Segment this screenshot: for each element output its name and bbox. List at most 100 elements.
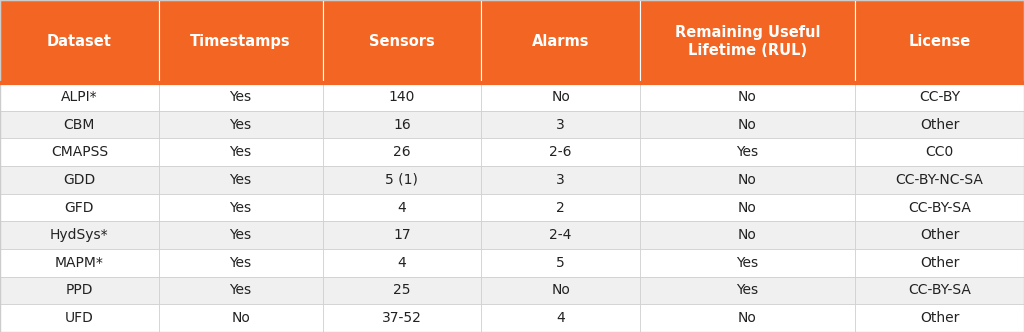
- Bar: [323, 221, 481, 249]
- Bar: [855, 221, 1024, 249]
- Text: GFD: GFD: [65, 201, 94, 214]
- Text: Yes: Yes: [229, 145, 252, 159]
- Bar: [481, 194, 640, 221]
- Bar: [481, 221, 640, 249]
- Bar: [855, 166, 1024, 194]
- Text: CC-BY-SA: CC-BY-SA: [908, 201, 971, 214]
- Text: CMAPSS: CMAPSS: [51, 145, 108, 159]
- Bar: [481, 249, 640, 277]
- Text: 4: 4: [556, 311, 565, 325]
- Text: 3: 3: [556, 173, 565, 187]
- Bar: [640, 111, 855, 138]
- Text: CBM: CBM: [63, 118, 95, 131]
- Bar: [855, 0, 1024, 83]
- Bar: [0, 83, 159, 111]
- Text: Yes: Yes: [229, 90, 252, 104]
- Text: 4: 4: [397, 201, 407, 214]
- Text: Yes: Yes: [229, 284, 252, 297]
- Text: ALPI*: ALPI*: [61, 90, 97, 104]
- Bar: [640, 0, 855, 83]
- Bar: [323, 194, 481, 221]
- Text: No: No: [738, 173, 757, 187]
- Bar: [481, 166, 640, 194]
- Bar: [159, 111, 323, 138]
- Bar: [0, 249, 159, 277]
- Text: Other: Other: [920, 311, 959, 325]
- Text: Yes: Yes: [736, 256, 759, 270]
- Text: Other: Other: [920, 118, 959, 131]
- Text: CC0: CC0: [926, 145, 953, 159]
- Text: CC-BY: CC-BY: [919, 90, 961, 104]
- Bar: [855, 304, 1024, 332]
- Text: 5: 5: [556, 256, 565, 270]
- Text: Yes: Yes: [229, 201, 252, 214]
- Bar: [0, 194, 159, 221]
- Bar: [855, 249, 1024, 277]
- Text: No: No: [738, 90, 757, 104]
- Bar: [159, 166, 323, 194]
- Text: 2-6: 2-6: [550, 145, 571, 159]
- Text: Yes: Yes: [229, 173, 252, 187]
- Text: HydSys*: HydSys*: [50, 228, 109, 242]
- Text: 17: 17: [393, 228, 411, 242]
- Bar: [481, 111, 640, 138]
- Bar: [159, 138, 323, 166]
- Bar: [481, 304, 640, 332]
- Text: Other: Other: [920, 228, 959, 242]
- Text: Other: Other: [920, 256, 959, 270]
- Text: No: No: [551, 90, 570, 104]
- Bar: [855, 138, 1024, 166]
- Bar: [640, 277, 855, 304]
- Bar: [0, 0, 159, 83]
- Bar: [481, 83, 640, 111]
- Text: Yes: Yes: [736, 284, 759, 297]
- Bar: [159, 194, 323, 221]
- Text: 5 (1): 5 (1): [385, 173, 419, 187]
- Text: Sensors: Sensors: [369, 34, 435, 49]
- Bar: [481, 0, 640, 83]
- Text: License: License: [908, 34, 971, 49]
- Bar: [323, 138, 481, 166]
- Bar: [0, 138, 159, 166]
- Bar: [640, 221, 855, 249]
- Bar: [323, 83, 481, 111]
- Bar: [640, 83, 855, 111]
- Text: Yes: Yes: [229, 228, 252, 242]
- Bar: [0, 304, 159, 332]
- Text: No: No: [738, 118, 757, 131]
- Bar: [159, 83, 323, 111]
- Text: UFD: UFD: [65, 311, 94, 325]
- Bar: [323, 249, 481, 277]
- Text: Yes: Yes: [736, 145, 759, 159]
- Bar: [855, 277, 1024, 304]
- Text: No: No: [231, 311, 250, 325]
- Bar: [640, 166, 855, 194]
- Text: No: No: [738, 201, 757, 214]
- Text: Yes: Yes: [229, 256, 252, 270]
- Text: No: No: [738, 311, 757, 325]
- Text: 3: 3: [556, 118, 565, 131]
- Bar: [323, 304, 481, 332]
- Text: 4: 4: [397, 256, 407, 270]
- Text: Timestamps: Timestamps: [190, 34, 291, 49]
- Text: 37-52: 37-52: [382, 311, 422, 325]
- Bar: [640, 304, 855, 332]
- Bar: [159, 221, 323, 249]
- Bar: [640, 194, 855, 221]
- Bar: [855, 83, 1024, 111]
- Bar: [159, 249, 323, 277]
- Text: Alarms: Alarms: [531, 34, 590, 49]
- Bar: [0, 111, 159, 138]
- Bar: [855, 111, 1024, 138]
- Bar: [0, 166, 159, 194]
- Text: 2: 2: [556, 201, 565, 214]
- Bar: [640, 249, 855, 277]
- Text: CC-BY-NC-SA: CC-BY-NC-SA: [896, 173, 983, 187]
- Bar: [323, 111, 481, 138]
- Text: 26: 26: [393, 145, 411, 159]
- Bar: [481, 277, 640, 304]
- Bar: [0, 277, 159, 304]
- Bar: [323, 166, 481, 194]
- Text: No: No: [551, 284, 570, 297]
- Bar: [323, 277, 481, 304]
